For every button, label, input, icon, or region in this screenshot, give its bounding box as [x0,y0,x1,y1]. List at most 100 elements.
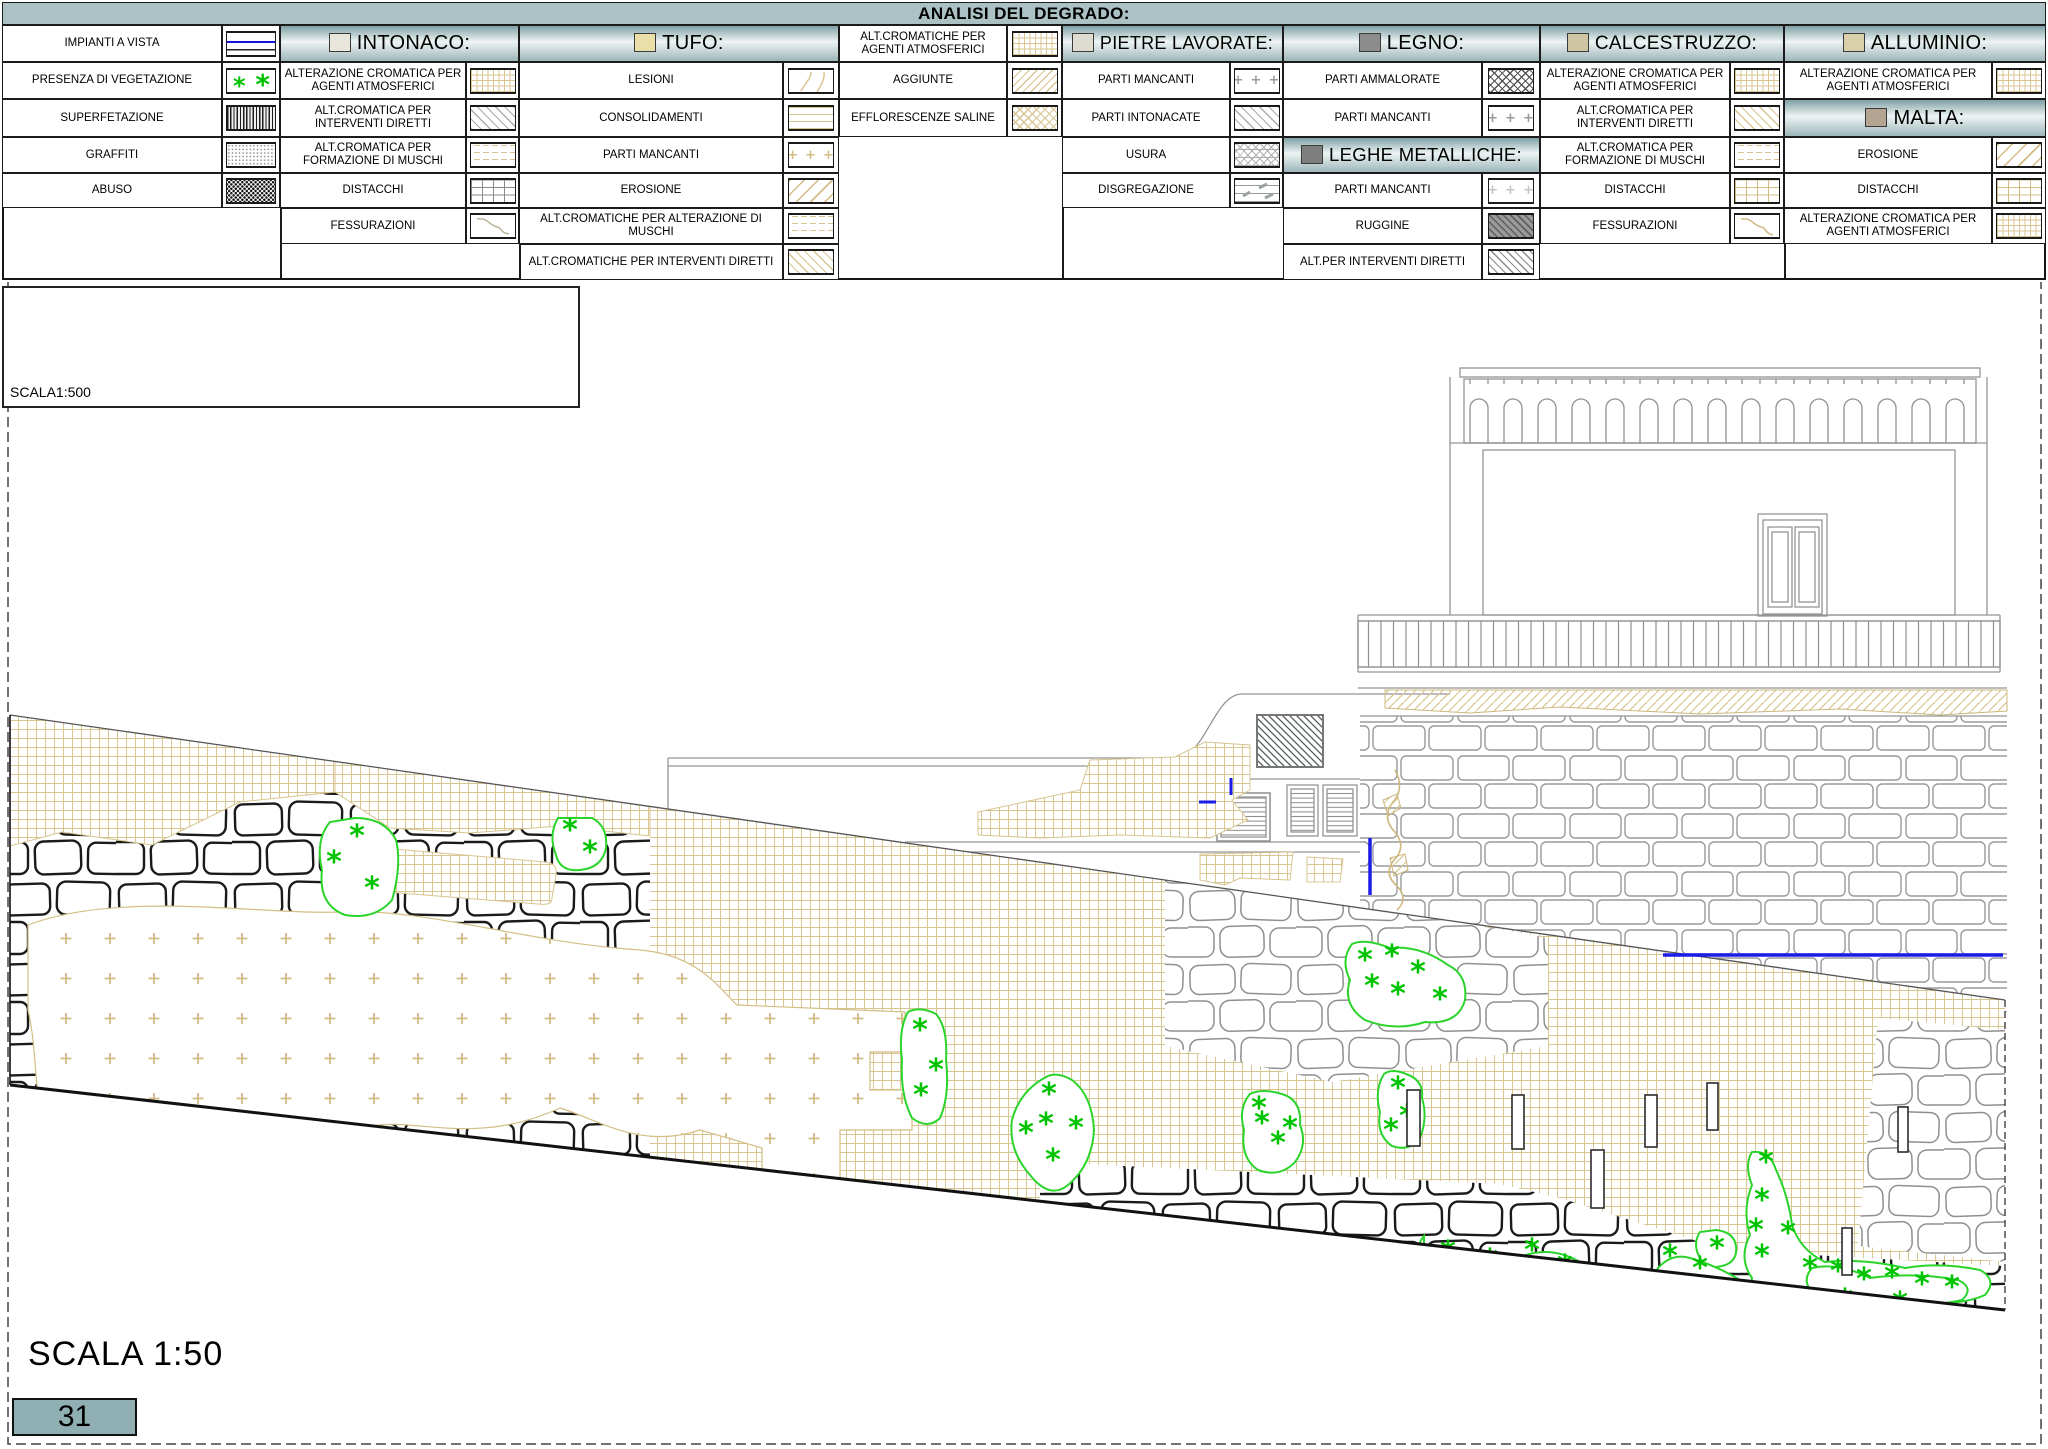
main-scale-label: SCALA 1:50 [28,1335,224,1373]
legend-label: ALT.CROMATICA PER INTERVENTI DIRETTI [1540,99,1730,137]
svg-text:*: * [912,1013,928,1048]
svg-text:*: * [562,813,578,848]
legend-label: ALTERAZIONE CROMATICA PER AGENTI ATMOSFE… [1540,62,1730,99]
legend-label: AGGIUNTE [839,62,1007,99]
svg-text:*: * [1709,1231,1725,1266]
legend-label: ALT.CROMATICHE PER ALTERAZIONE DI MUSCHI [519,208,783,244]
impianti-swatch [226,30,276,57]
legend-label: ALTERAZIONE CROMATICA PER AGENTI ATMOSFE… [1784,208,1992,244]
svg-text:*: * [1364,969,1380,1004]
svg-text:*: * [1038,1107,1054,1142]
svg-text:*: * [1068,1111,1084,1146]
svg-text:*: * [1384,939,1400,974]
svg-text:*: * [1482,1243,1498,1278]
parti-mancanti-swatch: +++ [1233,67,1280,94]
overview-map-box [2,286,580,408]
section-header-pietre: PIETRE LAVORATE: [1062,25,1283,62]
interventi-diretti-swatch [788,249,834,275]
brick-hatch-swatch [1996,177,2042,204]
efflorescenze-swatch [1011,105,1058,131]
ruggine-swatch [1488,213,1534,239]
background-structures [667,367,2008,1012]
parti-intonacate-swatch [1233,105,1280,131]
section-header-malta: MALTA: [1784,99,2046,137]
legend-label: EFFLORESCENZE SALINE [839,99,1007,137]
legend-label: EROSIONE [519,173,783,208]
svg-text:*: * [349,819,365,854]
svg-text:*: * [1410,955,1426,990]
svg-text:*: * [1837,1283,1853,1318]
section-header-tufo: TUFO: [519,25,839,62]
parti-mancanti-patch [27,905,913,1199]
legend-label: USURA [1062,137,1230,173]
svg-text:*: * [1780,1216,1796,1251]
impianti-blue-lines [1199,778,2003,957]
svg-text:*: * [1830,1254,1846,1289]
graffiti-swatch [226,142,276,168]
svg-text:*: * [1557,1249,1573,1284]
section-header-intonaco: INTONACO: [280,25,519,62]
svg-text:*: * [1041,1077,1057,1112]
tufo-chip [634,33,657,52]
legend-label: DISTACCHI [1540,173,1730,208]
svg-text:*: * [1524,1233,1540,1268]
abuso-swatch [226,177,276,204]
svg-text:*: * [1282,1111,1298,1146]
legend-label: ALT.CROMATICA PER FORMAZIONE DI MUSCHI [1540,137,1730,173]
legend-label: PARTI AMMALORATE [1283,62,1482,99]
legend-label: ABUSO [2,173,222,208]
legend-label: SUPERFETAZIONE [2,99,222,137]
usura-swatch [1233,142,1280,168]
muschi-swatch [788,213,834,239]
svg-text:*: * [1383,1113,1399,1148]
wall-slots [1406,1082,1909,1276]
legend-label: PARTI MANCANTI [1283,99,1482,137]
parti-mancanti-swatch: +++ [788,142,834,168]
svg-text:*: * [1944,1270,1960,1305]
svg-text:*: * [1584,1273,1600,1308]
vegetation-areas [318,816,1992,1305]
legend-label: CONSOLIDAMENTI [519,99,783,137]
grid-hatch-swatch [469,67,516,94]
svg-text:*: * [1754,1183,1770,1218]
legend-label: PARTI MANCANTI [1062,62,1230,99]
vegetation-swatch [226,67,276,94]
parti-ammalorate-swatch [1488,67,1534,94]
section-header-alluminio: ALLUMINIO: [1784,25,2046,62]
legend-label: PARTI INTONACATE [1062,99,1230,137]
grid-hatch-swatch [1011,30,1058,57]
section-header-leghe: LEGHE METALLICHE: [1283,137,1540,173]
grid-hatch-swatch [1996,213,2042,239]
svg-text:*: * [1357,943,1373,978]
legend-label: DISGREGAZIONE [1062,173,1230,208]
svg-text:*: * [1802,1251,1818,1286]
legend-label: ALT.PER INTERVENTI DIRETTI [1283,244,1482,280]
svg-text:*: * [1390,1071,1406,1106]
svg-text:*: * [1251,1091,1267,1126]
legend-label: ALT.CROMATICA PER INTERVENTI DIRETTI [280,99,466,137]
legend-label: DISTACCHI [280,173,466,208]
svg-text:*: * [364,871,380,906]
legend-label: FESSURAZIONI [1540,208,1730,244]
brick-hatch-swatch [1734,177,1780,204]
legend-label: ALT.CROMATICA PER FORMAZIONE DI MUSCHI [280,137,466,173]
svg-text:*: * [1758,1145,1774,1180]
legend-label: ALTERAZIONE CROMATICA PER AGENTI ATMOSFE… [1784,62,1992,99]
svg-text:*: * [1594,1259,1610,1294]
interventi-diretti-swatch [1488,249,1534,275]
svg-text:*: * [1270,1126,1286,1161]
calcestruzzo-chip [1566,33,1589,52]
svg-text:*: * [1390,977,1406,1012]
grid-hatch-swatch [1996,67,2042,94]
svg-text:*: * [928,1053,944,1088]
erosione-swatch [1996,142,2042,168]
legend-label: RUGGINE [1283,208,1482,244]
svg-text:*: * [1632,1271,1648,1306]
svg-text:*: * [582,835,598,870]
section-header-legno: LEGNO: [1283,25,1540,62]
svg-text:*: * [1440,1235,1456,1270]
crack-swatch [1734,213,1780,239]
svg-text:*: * [326,845,342,880]
intonaco-chip [328,33,351,52]
pietre-chip [1071,33,1094,52]
